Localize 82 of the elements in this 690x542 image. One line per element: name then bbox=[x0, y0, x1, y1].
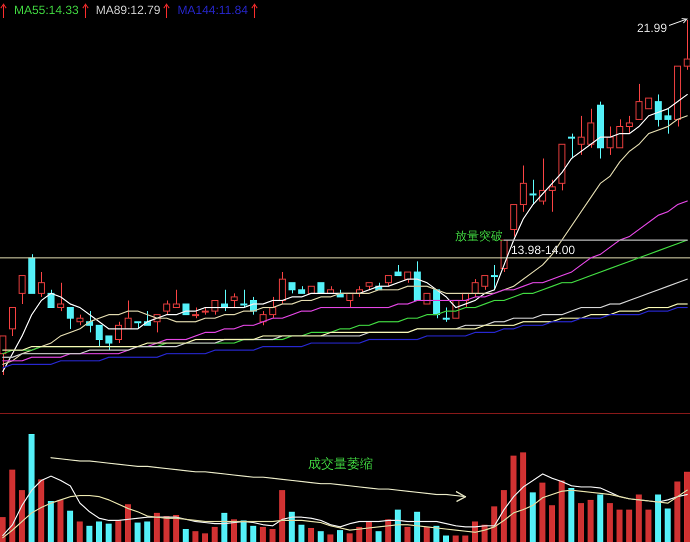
bar bbox=[9, 470, 16, 542]
bar bbox=[154, 512, 160, 542]
bar bbox=[558, 480, 565, 542]
candlestick bbox=[490, 264, 498, 290]
bar bbox=[0, 517, 6, 542]
bar bbox=[86, 526, 92, 542]
bar bbox=[356, 526, 362, 542]
bar bbox=[597, 494, 604, 542]
bar bbox=[606, 503, 613, 542]
bar bbox=[48, 500, 54, 542]
bar bbox=[636, 494, 642, 542]
bar bbox=[645, 510, 652, 542]
bar bbox=[96, 521, 102, 542]
bar bbox=[539, 482, 546, 542]
bar bbox=[674, 482, 680, 542]
bar bbox=[626, 510, 632, 542]
bar bbox=[212, 526, 218, 542]
bar bbox=[134, 522, 141, 542]
bar bbox=[530, 492, 536, 542]
text: MA89:12.79 bbox=[96, 3, 160, 17]
candlestick bbox=[442, 307, 450, 322]
bar bbox=[327, 534, 334, 542]
bar bbox=[684, 472, 690, 542]
bar bbox=[298, 524, 304, 542]
bar bbox=[288, 512, 295, 542]
bar bbox=[491, 506, 498, 542]
bar bbox=[414, 512, 420, 542]
candlestick bbox=[529, 179, 536, 206]
bar bbox=[67, 510, 74, 542]
bar bbox=[144, 521, 150, 542]
bar bbox=[433, 526, 440, 542]
bar bbox=[173, 515, 180, 542]
annotation: 21.99 bbox=[636, 21, 667, 35]
bar bbox=[270, 529, 276, 542]
bar bbox=[28, 434, 35, 542]
bar bbox=[279, 490, 286, 542]
bar bbox=[394, 510, 401, 542]
candlestick bbox=[520, 165, 527, 212]
bar bbox=[443, 536, 450, 542]
bar bbox=[250, 526, 256, 542]
bar bbox=[588, 500, 594, 542]
candlestick bbox=[654, 94, 662, 127]
bar bbox=[452, 536, 459, 542]
bar bbox=[240, 520, 247, 542]
candlestick bbox=[606, 126, 614, 156]
candlestick bbox=[664, 108, 672, 134]
bar bbox=[376, 531, 382, 542]
bar bbox=[616, 510, 623, 542]
bar bbox=[578, 503, 584, 542]
annotation: 放量突破 bbox=[455, 229, 503, 243]
bar bbox=[115, 520, 122, 542]
bar bbox=[76, 521, 83, 542]
bar bbox=[18, 490, 25, 542]
bar bbox=[404, 526, 410, 542]
bar bbox=[424, 526, 430, 542]
bar bbox=[260, 526, 266, 542]
bar bbox=[520, 452, 526, 542]
bar bbox=[318, 531, 324, 542]
bar bbox=[106, 524, 112, 542]
bar bbox=[182, 529, 189, 542]
bar bbox=[346, 533, 353, 542]
bar bbox=[549, 505, 556, 542]
bar bbox=[337, 530, 343, 542]
bar bbox=[202, 533, 208, 542]
bar bbox=[230, 519, 237, 542]
bar bbox=[221, 512, 228, 542]
bar bbox=[366, 521, 372, 542]
text: MA144:11.84 bbox=[177, 3, 248, 17]
bar bbox=[192, 531, 198, 542]
text: MA55:14.33 bbox=[14, 3, 79, 17]
bar bbox=[164, 516, 170, 542]
bar bbox=[500, 490, 507, 542]
bar bbox=[38, 479, 44, 542]
bar bbox=[568, 488, 574, 542]
candlestick bbox=[578, 115, 585, 156]
bar bbox=[462, 536, 468, 542]
bar bbox=[124, 504, 131, 542]
bar bbox=[664, 508, 671, 542]
bar bbox=[308, 528, 314, 542]
bar bbox=[510, 456, 516, 542]
bar bbox=[57, 500, 64, 542]
bar bbox=[655, 494, 662, 542]
